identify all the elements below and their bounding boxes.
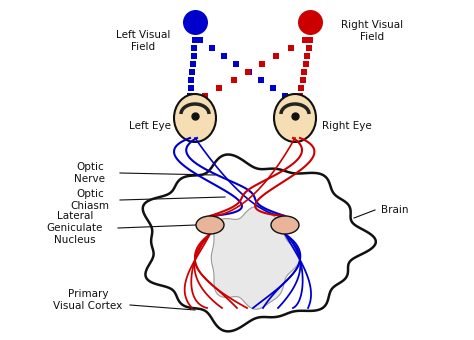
- Ellipse shape: [196, 216, 224, 234]
- Ellipse shape: [271, 216, 299, 234]
- Text: Right Eye: Right Eye: [322, 121, 372, 131]
- Text: Optic
Chiasm: Optic Chiasm: [71, 189, 109, 211]
- Text: Brain: Brain: [381, 205, 409, 215]
- Text: Primary
Visual Cortex: Primary Visual Cortex: [54, 289, 123, 311]
- Ellipse shape: [174, 94, 216, 142]
- Text: Left Eye: Left Eye: [129, 121, 171, 131]
- Text: Lateral
Geniculate
Nucleus: Lateral Geniculate Nucleus: [47, 211, 103, 244]
- Polygon shape: [211, 207, 300, 309]
- Text: Left Visual
Field: Left Visual Field: [116, 30, 170, 52]
- Polygon shape: [143, 154, 376, 332]
- Text: Right Visual
Field: Right Visual Field: [341, 20, 403, 41]
- Ellipse shape: [274, 94, 316, 142]
- Text: Optic
Nerve: Optic Nerve: [74, 162, 106, 184]
